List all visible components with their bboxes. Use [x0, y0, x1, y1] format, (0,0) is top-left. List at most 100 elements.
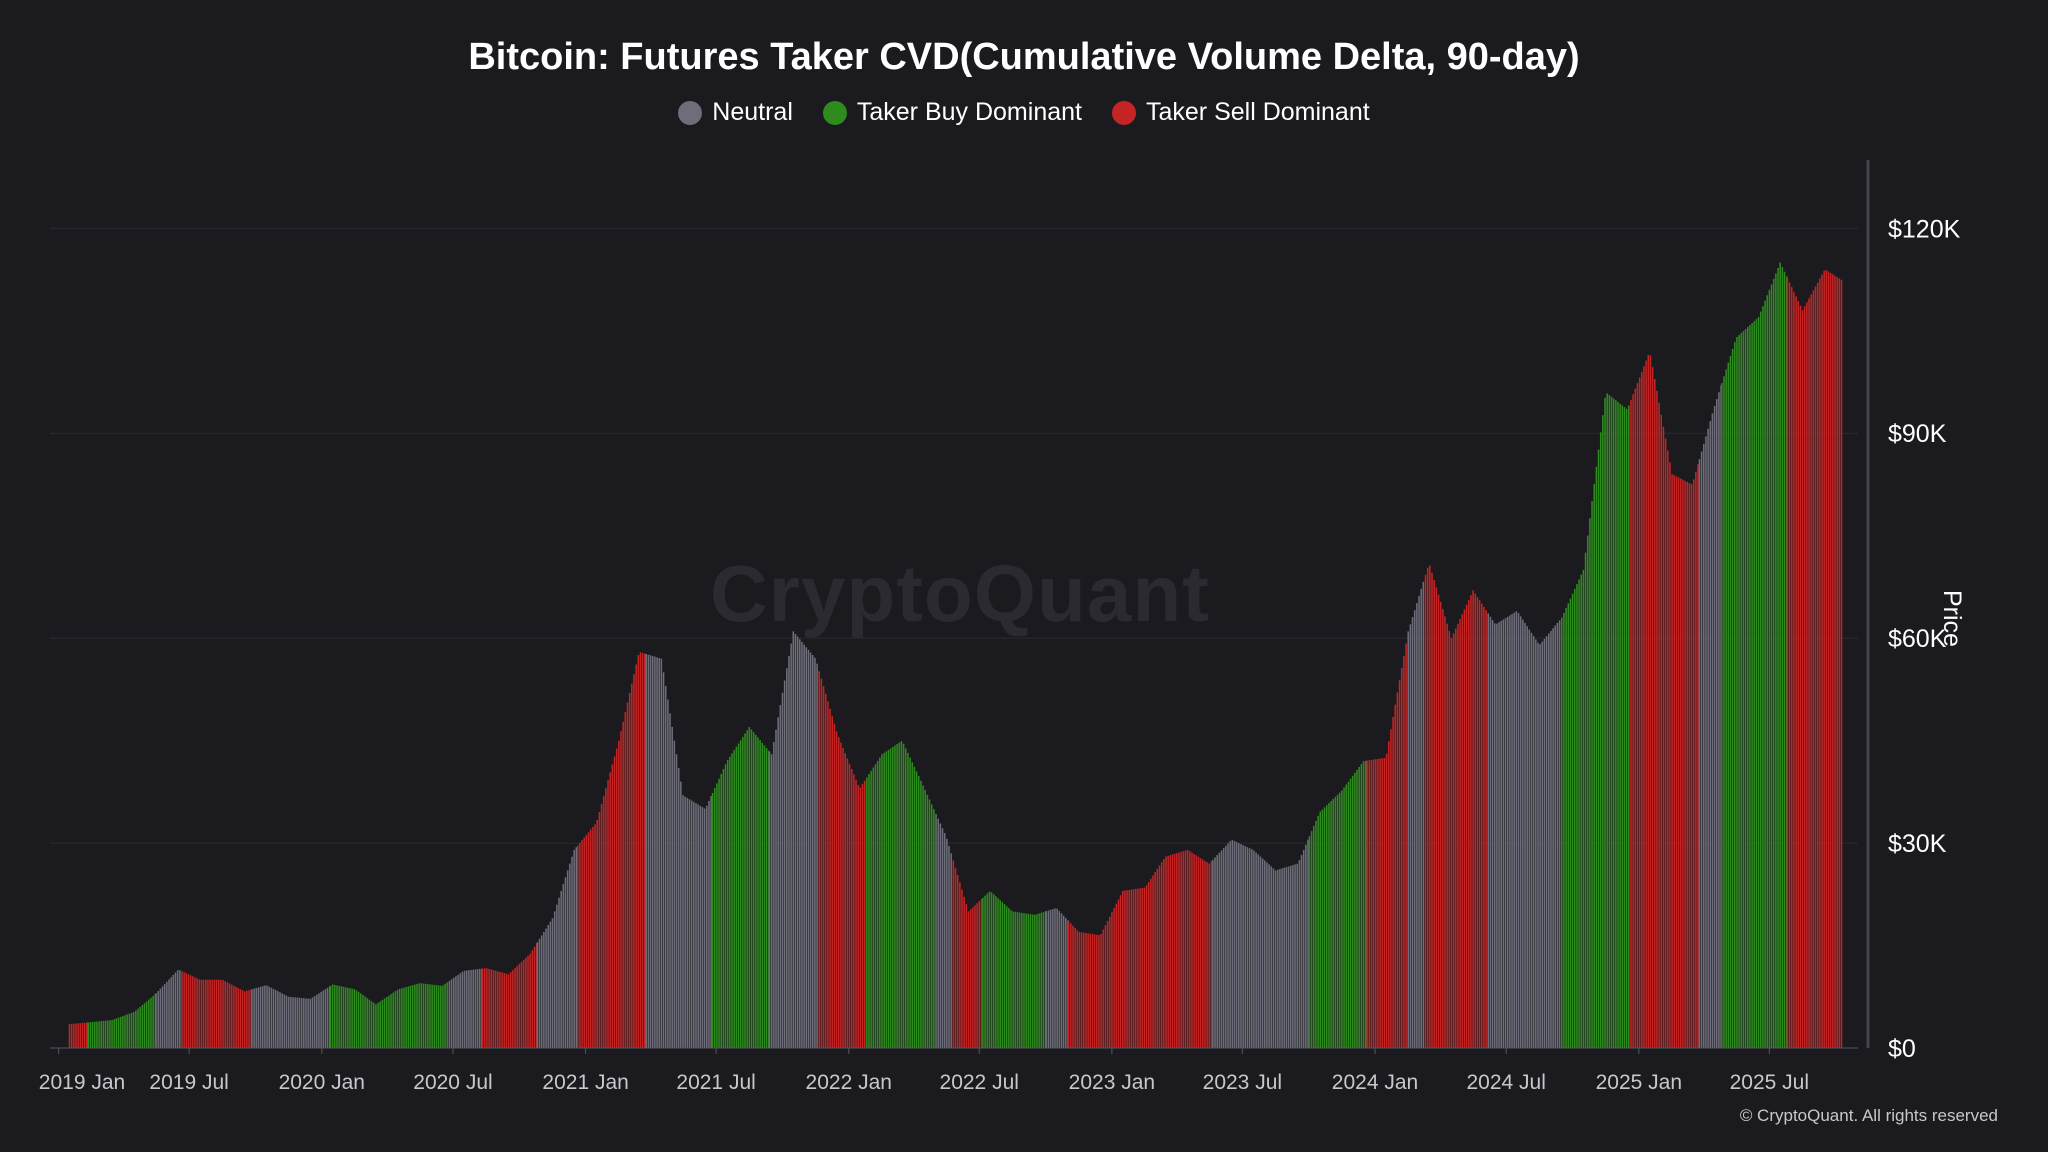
price-bar — [551, 918, 554, 1048]
price-bar — [594, 824, 596, 1048]
price-bar — [1698, 459, 1701, 1048]
price-bar — [924, 790, 927, 1048]
price-bar — [1225, 845, 1227, 1048]
price-bar — [119, 1016, 122, 1048]
price-bar — [1119, 895, 1122, 1048]
price-bar — [1808, 298, 1810, 1048]
legend-item-neutral[interactable]: Neutral — [678, 98, 793, 127]
price-bar — [1106, 920, 1109, 1048]
price-bar — [194, 977, 196, 1048]
price-bar — [322, 990, 325, 1048]
price-bar — [1688, 482, 1691, 1048]
legend-item-sell[interactable]: Taker Sell Dominant — [1111, 98, 1370, 127]
price-bar — [440, 985, 442, 1048]
price-bar — [1736, 336, 1738, 1048]
price-bar — [1832, 274, 1834, 1049]
chart-title: Bitcoin: Futures Taker CVD(Cumulative Vo… — [468, 36, 1580, 78]
price-bar — [1143, 887, 1146, 1048]
price-bar — [168, 979, 170, 1048]
price-bar — [1777, 267, 1779, 1048]
price-bar — [318, 993, 320, 1048]
price-bar — [701, 807, 704, 1048]
price-bar — [737, 743, 740, 1048]
price-bar — [939, 823, 942, 1048]
price-bar — [1062, 915, 1065, 1048]
price-bar — [1023, 913, 1025, 1048]
price-bar — [693, 801, 695, 1048]
price-bar — [1496, 623, 1498, 1048]
x-tick-label: 2025 Jul — [1730, 1071, 1809, 1094]
price-bar — [722, 769, 725, 1048]
price-bar — [1263, 860, 1266, 1048]
price-bar — [1392, 716, 1394, 1048]
price-bar — [1016, 912, 1019, 1048]
price-bar — [922, 785, 924, 1048]
price-bar — [246, 990, 248, 1048]
price-bar — [1310, 831, 1313, 1048]
price-bar — [974, 905, 976, 1048]
price-bar — [1080, 932, 1083, 1048]
price-bar — [70, 1023, 73, 1048]
price-bar — [403, 987, 405, 1048]
price-bar — [481, 968, 484, 1048]
price-bar — [79, 1023, 82, 1048]
price-bar — [956, 875, 959, 1048]
price-bar — [237, 987, 239, 1048]
price-bar — [1383, 757, 1386, 1048]
price-bar — [139, 1006, 141, 1048]
price-bar — [1115, 903, 1118, 1048]
price-bar — [1563, 612, 1565, 1048]
price-bar — [1673, 475, 1676, 1048]
price-bar — [644, 653, 646, 1048]
price-bar — [1515, 611, 1518, 1048]
price-bar — [1292, 865, 1294, 1048]
price-bar — [326, 987, 329, 1048]
price-bar — [422, 983, 425, 1048]
price-bar — [416, 983, 418, 1048]
price-bar — [1779, 262, 1781, 1048]
price-bar — [1554, 625, 1557, 1048]
price-bar — [1617, 401, 1619, 1048]
x-tick-label: 2022 Jan — [806, 1071, 892, 1094]
price-bar — [1076, 930, 1079, 1048]
x-tick-label: 2023 Jul — [1203, 1071, 1282, 1094]
price-bar — [1470, 595, 1472, 1048]
price-bar — [1270, 866, 1273, 1048]
legend-item-buy[interactable]: Taker Buy Dominant — [822, 98, 1082, 127]
price-bar — [814, 657, 816, 1048]
price-bar — [1242, 845, 1244, 1048]
price-bar — [1723, 376, 1725, 1048]
price-bar — [1703, 443, 1705, 1049]
price-bar — [1615, 400, 1617, 1048]
price-bar — [340, 986, 343, 1048]
price-bar — [213, 979, 216, 1048]
price-bar — [816, 663, 818, 1048]
price-bar — [235, 986, 237, 1048]
price-bar — [233, 985, 235, 1048]
price-bar — [1014, 911, 1017, 1048]
price-bar — [1744, 329, 1747, 1048]
price-bar — [794, 633, 797, 1048]
price-bar — [1093, 934, 1096, 1048]
price-bar — [980, 899, 983, 1048]
price-bar — [300, 997, 303, 1048]
price-bar — [228, 983, 231, 1048]
price-bar — [1372, 759, 1375, 1048]
price-bar — [965, 904, 968, 1048]
price-bar — [900, 741, 903, 1048]
price-bar — [1325, 805, 1328, 1048]
price-bar — [255, 988, 258, 1048]
price-bar — [943, 833, 946, 1048]
price-bar — [902, 743, 905, 1048]
y-tick-label: $60K — [1888, 625, 1947, 653]
price-bar — [1595, 466, 1598, 1048]
price-bar — [106, 1020, 109, 1048]
price-bar — [1783, 271, 1786, 1048]
price-bar — [137, 1008, 139, 1048]
price-bar — [1126, 890, 1128, 1048]
price-bar — [827, 701, 829, 1048]
price-bar — [1206, 862, 1208, 1048]
price-bar — [1045, 911, 1048, 1048]
price-bar — [176, 970, 179, 1048]
price-bar — [287, 996, 290, 1048]
